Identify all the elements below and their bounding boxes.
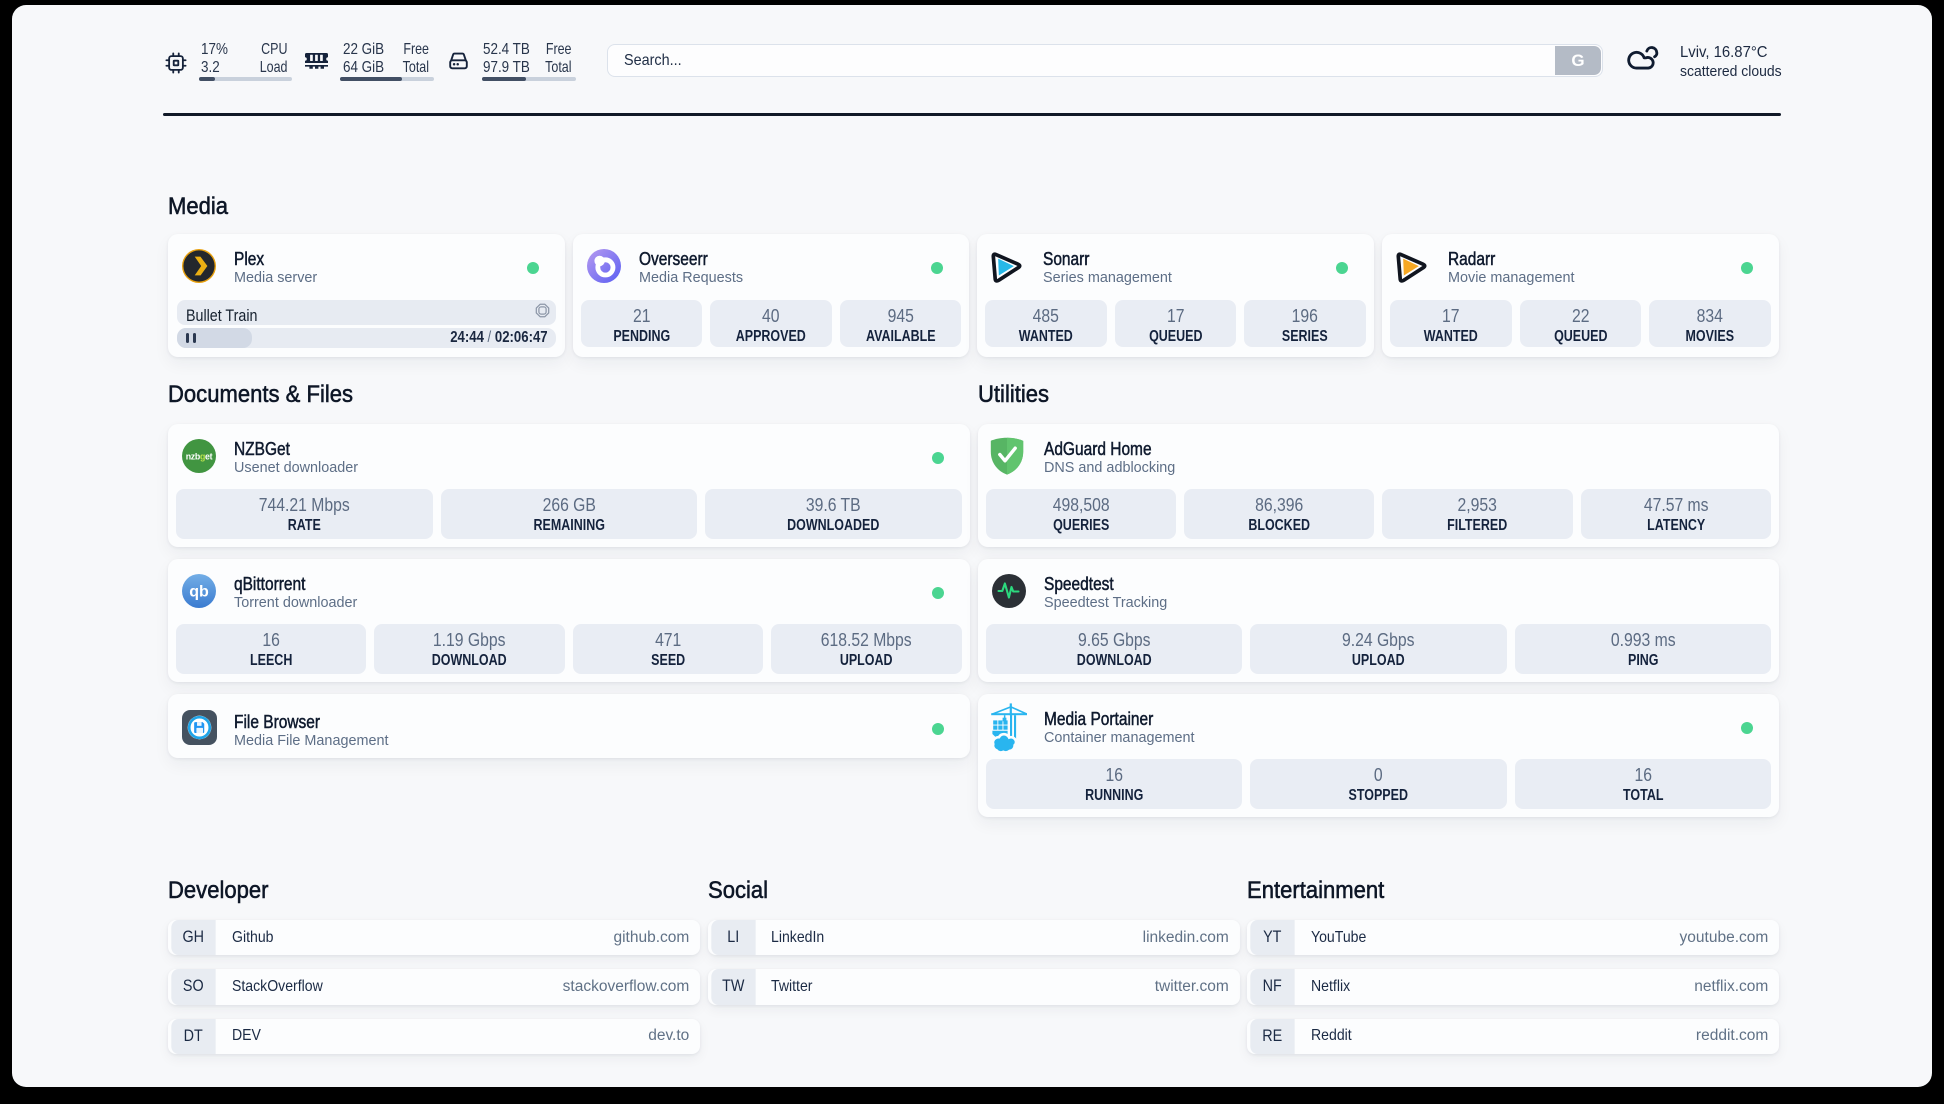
svg-text:qb: qb [189, 584, 209, 601]
svg-text:nzbget: nzbget [186, 452, 213, 462]
